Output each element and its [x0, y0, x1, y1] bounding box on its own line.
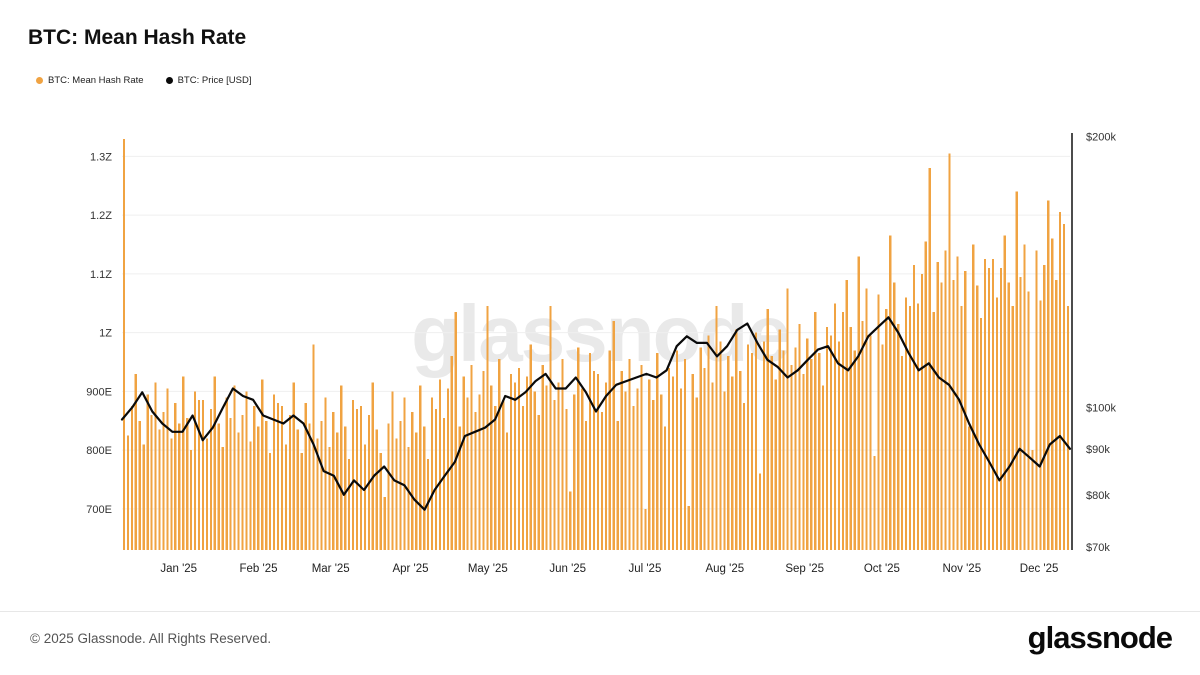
- svg-text:1Z: 1Z: [99, 328, 112, 340]
- svg-text:Aug '25: Aug '25: [705, 563, 744, 575]
- legend-label-price: BTC: Price [USD]: [177, 75, 252, 86]
- hash-rate-dot-icon: [36, 77, 43, 84]
- gridlines: [122, 155, 1070, 510]
- svg-text:$80k: $80k: [1086, 490, 1110, 502]
- chart-legend: BTC: Mean Hash Rate BTC: Price [USD]: [36, 75, 251, 86]
- svg-text:Sep '25: Sep '25: [785, 563, 824, 575]
- svg-text:1.3Z: 1.3Z: [90, 151, 112, 163]
- right-axis-labels: $70k $80k $90k $100k $200k: [1086, 132, 1116, 554]
- svg-text:800E: 800E: [86, 445, 112, 457]
- hash-rate-bars: [122, 138, 1070, 551]
- left-axis-labels: 700E 800E 900E 1Z 1.1Z 1.2Z 1.3Z: [86, 151, 112, 516]
- svg-text:Dec '25: Dec '25: [1020, 563, 1059, 575]
- svg-text:Jul '25: Jul '25: [628, 563, 661, 575]
- page-title: BTC: Mean Hash Rate: [28, 26, 247, 49]
- legend-item-hash-rate[interactable]: BTC: Mean Hash Rate: [36, 75, 144, 86]
- svg-text:$100k: $100k: [1086, 403, 1116, 415]
- svg-text:700E: 700E: [86, 504, 112, 516]
- svg-text:May '25: May '25: [468, 563, 508, 575]
- svg-text:$90k: $90k: [1086, 444, 1110, 456]
- svg-text:Jan '25: Jan '25: [160, 563, 197, 575]
- svg-text:Oct '25: Oct '25: [864, 563, 900, 575]
- svg-text:900E: 900E: [86, 386, 112, 398]
- svg-text:$70k: $70k: [1086, 542, 1110, 554]
- x-axis-labels: Jan '25 Feb '25 Mar '25 Apr '25 May '25 Jun '…: [160, 563, 1058, 575]
- footer-divider: [0, 611, 1200, 612]
- svg-text:1.1Z: 1.1Z: [90, 269, 112, 281]
- svg-text:$200k: $200k: [1086, 132, 1116, 144]
- svg-text:Mar '25: Mar '25: [312, 563, 350, 575]
- legend-item-price[interactable]: BTC: Price [USD]: [165, 75, 252, 86]
- glassnode-logo[interactable]: glassnode: [1027, 620, 1173, 655]
- price-dot-icon: [165, 77, 173, 84]
- svg-text:Nov '25: Nov '25: [942, 563, 981, 575]
- price-line: [120, 316, 1072, 511]
- footer-copyright: © 2025 Glassnode. All Rights Reserved.: [30, 631, 272, 646]
- svg-text:1.2Z: 1.2Z: [90, 210, 112, 222]
- svg-text:Apr '25: Apr '25: [392, 563, 428, 575]
- svg-text:Feb '25: Feb '25: [240, 563, 278, 575]
- svg-text:Jun '25: Jun '25: [549, 563, 586, 575]
- legend-label-hash-rate: BTC: Mean Hash Rate: [48, 75, 144, 86]
